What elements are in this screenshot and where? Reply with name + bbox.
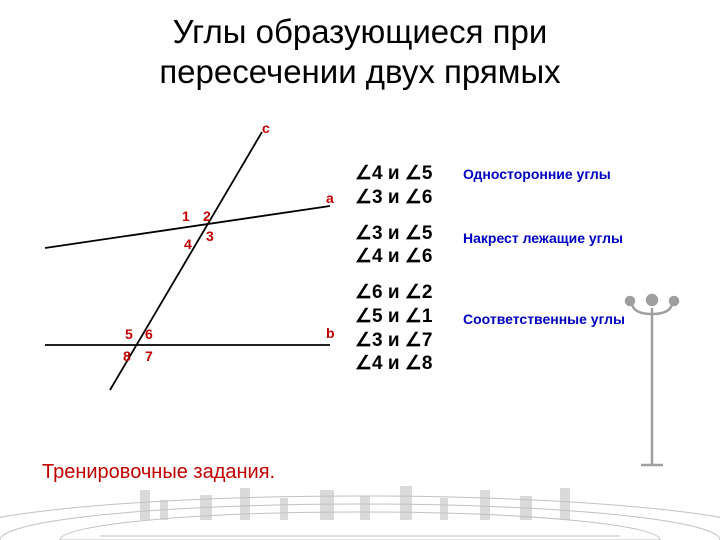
diagram-svg bbox=[30, 120, 360, 400]
angle-num-3: 3 bbox=[206, 228, 214, 244]
angle-num-2: 2 bbox=[203, 208, 211, 224]
angle-num-1: 1 bbox=[182, 208, 190, 224]
line-label-c: c bbox=[262, 120, 270, 136]
angle-num-4: 4 bbox=[184, 236, 192, 252]
angle-num-7: 7 bbox=[145, 348, 153, 364]
group-label-alternate: Накрест лежащие углы bbox=[463, 230, 623, 246]
angle-pair: ∠3 и ∠6 bbox=[355, 186, 705, 210]
group-label-corresponding: Соответственные углы bbox=[463, 311, 625, 327]
group-alternate: ∠3 и ∠5 ∠4 и ∠6 Накрест лежащие углы bbox=[355, 222, 705, 270]
angle-num-6: 6 bbox=[145, 326, 153, 342]
city-skyline-icon bbox=[0, 440, 720, 540]
streetlamp-icon bbox=[622, 290, 682, 470]
title-line-1: Углы образующиеся при bbox=[173, 13, 548, 50]
angle-num-5: 5 bbox=[125, 326, 133, 342]
angle-num-8: 8 bbox=[123, 348, 131, 364]
slide-title: Углы образующиеся при пересечении двух п… bbox=[0, 0, 720, 91]
group-same-side: ∠4 и ∠5 ∠3 и ∠6 Односторонние углы bbox=[355, 162, 705, 210]
line-label-b: b bbox=[326, 325, 335, 341]
title-line-2: пересечении двух прямых bbox=[159, 53, 560, 90]
line-c bbox=[110, 132, 262, 390]
lines-diagram: a b c 1 2 3 4 5 6 7 8 bbox=[30, 120, 360, 400]
line-label-a: a bbox=[326, 190, 334, 206]
group-label-same-side: Односторонние углы bbox=[463, 166, 611, 182]
angle-pair: ∠4 и ∠6 bbox=[355, 245, 705, 269]
